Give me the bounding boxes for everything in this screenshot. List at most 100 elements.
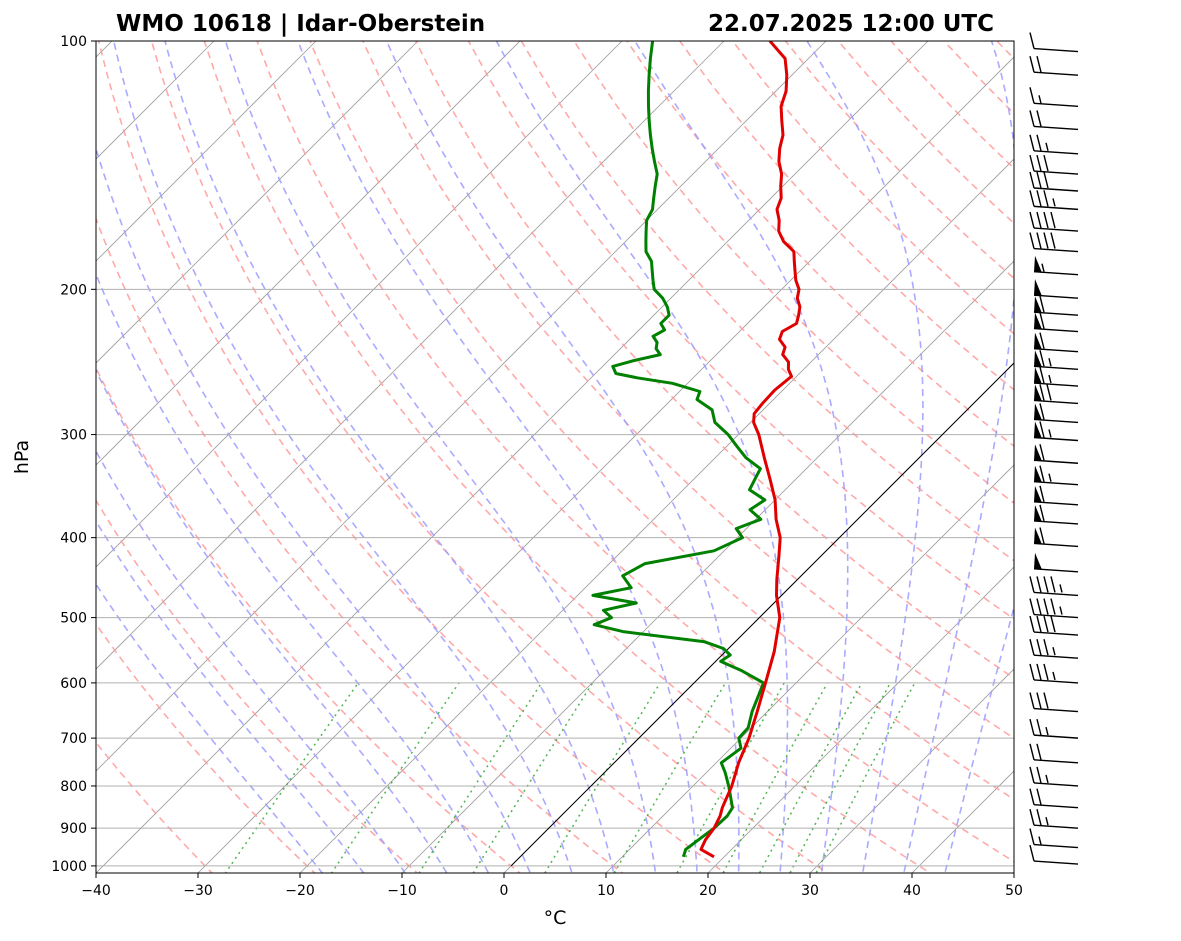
wind-barb-shaft	[1033, 170, 1079, 175]
wind-barb-shaft	[1033, 47, 1079, 53]
wind-barb-shaft	[1033, 734, 1079, 739]
wind-barb-full	[1036, 134, 1042, 151]
wind-barb	[1029, 615, 1079, 636]
wind-barb-full	[1036, 154, 1042, 172]
wind-barb-full	[1036, 171, 1042, 189]
wind-barb-full	[1039, 332, 1045, 349]
dry-adiabat	[996, 41, 1014, 60]
wind-barb-shaft	[1033, 824, 1079, 829]
dry-adiabat	[520, 41, 1014, 562]
wind-barb-full	[1029, 788, 1035, 805]
wind-barb-half	[1059, 606, 1063, 615]
wind-barb-shaft	[1033, 803, 1079, 809]
pressure-gridlines	[96, 40, 1014, 867]
wind-barb	[1029, 171, 1079, 192]
wind-barb-half	[1038, 836, 1042, 845]
wind-barb-pennant	[1034, 403, 1042, 421]
y-tick-label: 300	[60, 428, 87, 444]
wind-barb-full	[1036, 692, 1042, 709]
wind-barb-shaft	[1033, 679, 1079, 684]
x-tick-label: −20	[285, 883, 315, 899]
wind-barb-shaft	[1033, 247, 1079, 253]
wind-barb-half	[1059, 584, 1063, 593]
wind-barb-shaft	[1033, 782, 1079, 787]
wind-barb-full	[1039, 312, 1045, 329]
moist-adiabat	[96, 519, 365, 873]
isotherm-line	[605, 464, 1014, 873]
isotherm-line	[503, 362, 1014, 873]
wind-barb-full	[1050, 615, 1056, 633]
y-axis: 1000 900 800 700 600 500 400 300 200 100	[51, 34, 96, 875]
mixing-ratio-line	[676, 682, 785, 873]
moist-adiabat	[224, 41, 657, 873]
wind-barb-full	[1029, 692, 1035, 709]
dry-adiabat	[1103, 41, 1181, 883]
wind-barb-full	[1029, 134, 1035, 151]
y-tick-label: 800	[60, 779, 87, 795]
wind-barb-full	[1039, 296, 1045, 313]
wind-barb-shaft	[1033, 707, 1079, 713]
wind-barb-full	[1050, 232, 1056, 249]
wind-barb-pennant	[1034, 421, 1042, 439]
wind-barb	[1033, 504, 1079, 525]
isotherm-line	[96, 41, 419, 364]
wind-barb-full	[1036, 55, 1042, 73]
wind-barb-shaft	[1033, 631, 1079, 636]
wind-barb-half	[1048, 358, 1052, 367]
wind-barb-half	[1041, 263, 1045, 272]
dry-adiabat	[784, 41, 1014, 280]
isotherm-line	[707, 566, 1014, 873]
wind-barb-shaft	[1033, 125, 1079, 131]
wind-barb-full	[1036, 718, 1042, 736]
wind-barb-full	[1039, 366, 1045, 384]
wind-barb	[1029, 154, 1079, 175]
dry-adiabat	[890, 41, 1014, 170]
wind-barb-full	[1043, 211, 1049, 229]
wind-barb	[1033, 366, 1079, 387]
background-lines	[96, 41, 1181, 883]
wind-barb-full	[1036, 788, 1042, 805]
y-tick-label: 900	[60, 821, 87, 837]
wind-barb-full	[1043, 663, 1049, 681]
dry-adiabat	[96, 499, 419, 873]
wind-barb-full	[1029, 828, 1035, 845]
wind-barb-full	[1036, 766, 1042, 784]
wind-barb-pennant	[1034, 296, 1042, 314]
moist-adiabat	[495, 41, 789, 873]
wind-barb-pennant	[1034, 465, 1042, 483]
isotherm-line	[299, 158, 1014, 873]
dry-adiabat	[96, 366, 522, 873]
wind-barbs	[1029, 32, 1079, 865]
dry-adiabat	[96, 622, 316, 873]
wind-barb-pennant	[1034, 332, 1042, 350]
mixing-ratio-line	[613, 682, 727, 873]
wind-barb-full	[1046, 384, 1052, 401]
wind-barb-pennant	[1034, 350, 1042, 368]
y-tick-label: 1000	[51, 859, 87, 875]
wind-barb-full	[1029, 766, 1035, 784]
wind-barb-full	[1029, 718, 1035, 736]
wind-barb-full	[1036, 232, 1042, 249]
wind-barb-half	[1045, 142, 1049, 151]
wind-barb-full	[1029, 615, 1035, 633]
wind-barb	[1029, 110, 1079, 131]
wind-barb-full	[1050, 598, 1056, 615]
wind-barb-shaft	[1033, 150, 1079, 155]
wind-barb	[1029, 32, 1079, 53]
plot-frame	[95, 40, 1015, 874]
wind-barb	[1029, 598, 1079, 619]
wind-barb-half	[1048, 374, 1052, 384]
y-tick-label: 400	[60, 531, 87, 547]
mixing-ratio-line	[789, 682, 891, 873]
wind-barb-full	[1043, 639, 1049, 656]
wind-barb	[1029, 766, 1079, 787]
dry-adiabat	[256, 41, 1014, 863]
x-tick-label: −40	[81, 883, 111, 899]
wind-barb-full	[1029, 190, 1035, 207]
x-tick-label: 20	[699, 883, 717, 899]
isotherm-line	[197, 56, 1014, 873]
wind-barb-full	[1039, 527, 1045, 544]
wind-barb-full	[1029, 663, 1035, 681]
wind-barb	[1029, 718, 1079, 739]
